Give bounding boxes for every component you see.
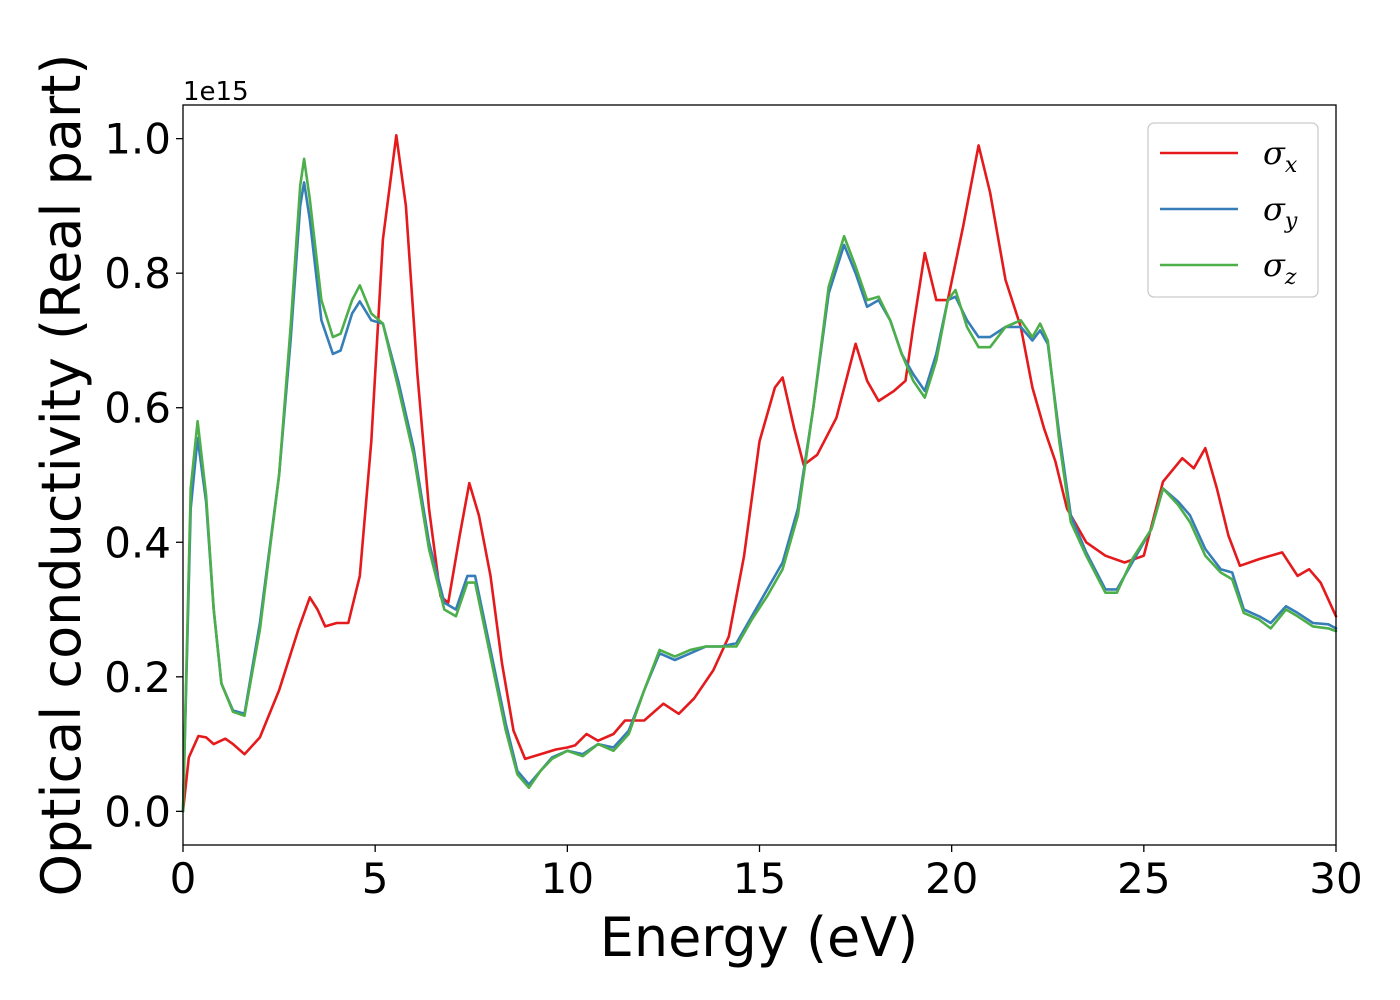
y-tick-label: 0.2 — [104, 653, 171, 702]
x-tick-label: 20 — [925, 854, 978, 903]
y-tick-label: 0.8 — [104, 249, 171, 298]
x-tick-label: 30 — [1309, 854, 1362, 903]
x-tick-label: 15 — [733, 854, 786, 903]
x-tick-label: 5 — [362, 854, 389, 903]
y-tick-label: 1.0 — [104, 115, 171, 164]
y-axis-ticks: 0.0 0.2 0.4 0.6 0.8 1.0 — [104, 115, 183, 836]
y-tick-label: 0.6 — [104, 384, 171, 433]
x-axis-ticks: 0 5 10 15 20 25 30 — [170, 845, 1363, 903]
y-tick-label: 0.0 — [104, 787, 171, 836]
y-offset-text: 1e15 — [183, 77, 249, 107]
y-tick-label: 0.4 — [104, 518, 171, 567]
series-line-z — [181, 157, 1338, 813]
x-tick-label: 0 — [170, 854, 197, 903]
x-tick-label: 10 — [541, 854, 594, 903]
series-layer — [181, 134, 1338, 813]
series-line-x — [181, 134, 1338, 813]
x-axis-title: Energy (eV) — [600, 906, 919, 969]
x-tick-label: 25 — [1117, 854, 1170, 903]
y-axis-title: Optical conductivity (Real part) — [30, 54, 93, 897]
